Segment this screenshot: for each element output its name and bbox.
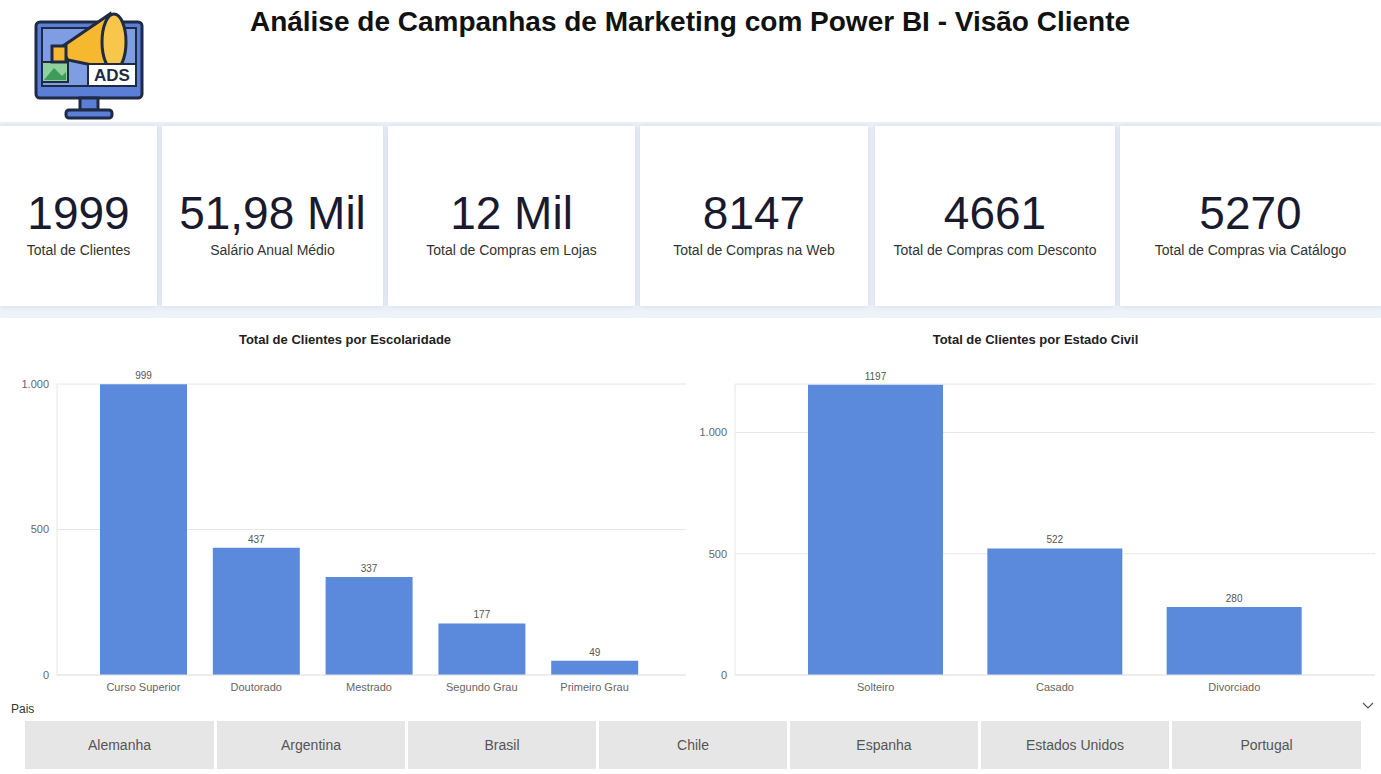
html-text:Portugal: Portugal <box>1240 737 1293 753</box>
svg-text:Divorciado: Divorciado <box>1208 681 1260 693</box>
html-text:4661: 4661 <box>943 187 1047 239</box>
svg-text:280: 280 <box>1226 593 1243 604</box>
svg-text:Solteiro: Solteiro <box>857 681 894 693</box>
svg-text:0: 0 <box>43 669 49 681</box>
html-text:Total de Compras em Lojas: Total de Compras em Lojas <box>426 242 597 258</box>
svg-text:1197: 1197 <box>865 371 887 382</box>
svg-text:1.000: 1.000 <box>21 378 49 390</box>
html-text:Argentina: Argentina <box>281 737 341 753</box>
html-text:Espanha: Espanha <box>856 737 912 753</box>
svg-text:0: 0 <box>721 669 727 681</box>
svg-text:Casado: Casado <box>1036 681 1074 693</box>
svg-text:999: 999 <box>135 370 152 381</box>
svg-text:Mestrado: Mestrado <box>346 681 392 693</box>
svg-text:500: 500 <box>31 523 49 535</box>
svg-text:Doutorado: Doutorado <box>231 681 282 693</box>
html-text:Brasil: Brasil <box>484 737 520 753</box>
svg-text:337: 337 <box>361 563 378 574</box>
svg-text:437: 437 <box>248 534 265 545</box>
html-text:Total de Compras com Desconto: Total de Compras com Desconto <box>893 242 1097 258</box>
html-text:Total de Compras na Web: Total de Compras na Web <box>673 242 835 258</box>
svg-text:Segundo Grau: Segundo Grau <box>446 681 518 693</box>
svg-text:ADS: ADS <box>94 66 130 85</box>
svg-text:177: 177 <box>474 609 491 620</box>
svg-text:1.000: 1.000 <box>699 426 727 438</box>
html-text:Total de Clientes por Escolari: Total de Clientes por Escolaridade <box>238 332 452 347</box>
html-text:12 Mil: 12 Mil <box>450 187 573 239</box>
html-text:Estados Unidos: Estados Unidos <box>1026 737 1124 753</box>
svg-text:49: 49 <box>589 647 601 658</box>
svg-text:500: 500 <box>709 548 727 560</box>
svg-text:Primeiro Grau: Primeiro Grau <box>560 681 628 693</box>
svg-text:Curso Superior: Curso Superior <box>106 681 180 693</box>
html-text:Chile: Chile <box>677 737 709 753</box>
html-text:8147: 8147 <box>702 187 806 239</box>
html-text:Pais: Pais <box>11 702 35 716</box>
html-text:Total de Clientes por Estado C: Total de Clientes por Estado Civil <box>932 332 1139 347</box>
html-text:1999: 1999 <box>27 187 130 239</box>
svg-text:522: 522 <box>1046 534 1063 545</box>
html-text:Análise de Campanhas de Market: Análise de Campanhas de Marketing com Po… <box>249 6 1131 37</box>
html-text:Alemanha: Alemanha <box>88 737 151 753</box>
html-text:51,98 Mil: 51,98 Mil <box>179 187 366 239</box>
html-text:Total de Clientes: Total de Clientes <box>26 242 131 258</box>
html-text:Salário Anual Médio: Salário Anual Médio <box>210 242 335 258</box>
html-text:5270: 5270 <box>1199 187 1302 239</box>
html-text:Total de Compras via Catálogo: Total de Compras via Catálogo <box>1154 242 1347 258</box>
